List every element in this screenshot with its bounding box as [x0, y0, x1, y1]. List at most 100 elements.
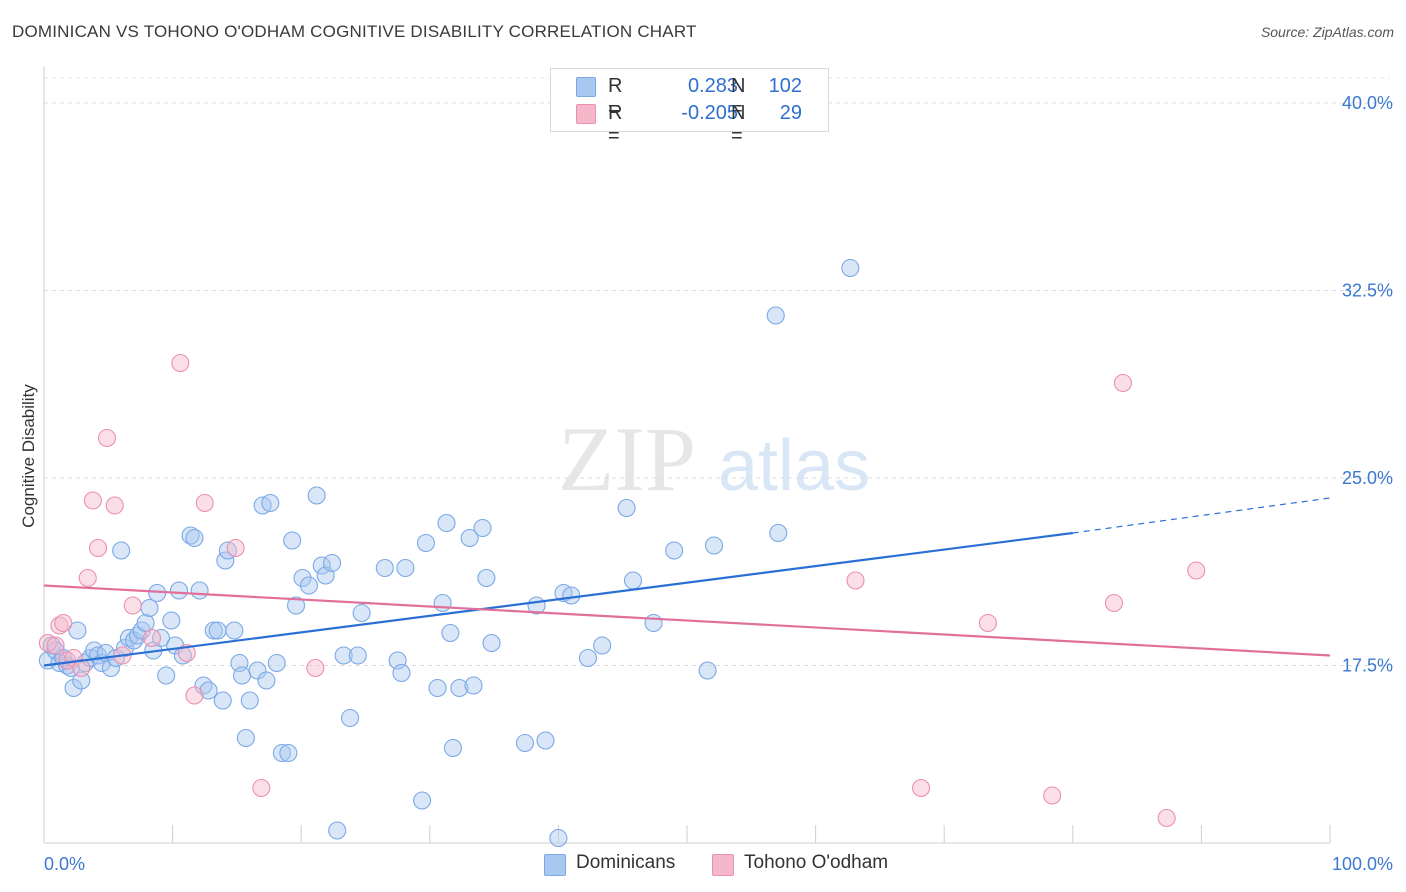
dominican-point	[352, 603, 371, 623]
dominican-point	[248, 661, 267, 680]
tohono-point	[1157, 808, 1176, 828]
dominican-point	[267, 653, 286, 673]
tohono-point	[226, 538, 245, 558]
dominican-point	[428, 678, 447, 698]
tohono-point	[185, 686, 204, 705]
dominican-point	[413, 791, 432, 810]
dominican-point	[287, 596, 306, 615]
dominican-point	[204, 621, 223, 640]
dominican-point	[698, 661, 717, 680]
dominican-point	[473, 518, 492, 538]
dominican-point	[578, 648, 598, 668]
x-tick-label: 0.0%	[44, 854, 85, 874]
grid-lines	[44, 77, 1390, 666]
dominican-point	[623, 571, 643, 590]
y-tick-label: 40.0%	[1342, 93, 1393, 113]
dominican-point	[437, 513, 456, 533]
dominican-point	[328, 821, 347, 840]
tohono-point	[252, 778, 271, 798]
tohono-point	[195, 493, 214, 513]
tohono-point	[142, 628, 162, 648]
watermark-atlas: atlas	[718, 426, 870, 506]
tohono-point	[88, 538, 108, 558]
chart-title: DOMINICAN VS TOHONO O'ODHAM COGNITIVE DI…	[12, 22, 697, 41]
bottom-legend-swatch-tohono	[712, 854, 734, 876]
dominican-point	[392, 663, 411, 683]
dominican-point	[562, 586, 581, 605]
dominican-point	[283, 531, 302, 550]
dominican-trend-extension	[1072, 497, 1331, 534]
dominican-point	[450, 678, 469, 698]
dominican-point	[68, 621, 87, 640]
dominican-point	[194, 676, 213, 695]
dominican-point	[341, 708, 360, 728]
tohono-point	[846, 571, 865, 590]
legend-n-label: N =	[731, 102, 746, 147]
trend-lines	[43, 497, 1331, 667]
dominican-point	[169, 581, 189, 600]
dominican-point	[140, 598, 159, 618]
dominican-point	[704, 536, 724, 555]
dominican-trend-line	[43, 531, 1073, 667]
dominican-point	[240, 691, 259, 710]
dominican-point	[375, 558, 394, 578]
dominican-point	[312, 556, 331, 575]
dominican-point	[482, 633, 501, 653]
x-tick-label: 100.0%	[1332, 854, 1393, 874]
y-tick-label: 32.5%	[1342, 281, 1393, 301]
dominican-point	[515, 733, 535, 753]
watermark: ZIP atlas	[558, 408, 870, 510]
dominican-point	[279, 743, 298, 763]
bottom-legend-label: Tohono O'odham	[744, 852, 889, 873]
dominican-point	[443, 738, 462, 758]
tohono-point	[912, 778, 931, 798]
bottom-legend-swatch-dominicans	[544, 854, 566, 876]
tohono-point	[123, 596, 142, 615]
dominican-point	[323, 553, 342, 573]
dominican-point	[261, 493, 280, 513]
dominican-point	[665, 541, 684, 560]
dominican-point	[841, 258, 860, 278]
tohono-point	[46, 636, 65, 655]
tohono-trend-line	[43, 584, 1331, 657]
legend-r-value: 0.283	[687, 75, 738, 97]
dominican-point	[257, 671, 276, 690]
y-tick-label: 25.0%	[1342, 468, 1393, 488]
legend-swatch-tohono	[576, 104, 596, 124]
dominican-point	[299, 576, 318, 595]
dominican-point	[236, 728, 255, 748]
dominican-point	[644, 613, 663, 633]
legend-n-value: 29	[779, 102, 802, 124]
watermark-zip: ZIP	[558, 408, 696, 510]
dominican-point	[441, 623, 460, 643]
bottom-legend-label: Dominicans	[576, 852, 676, 873]
dominican-point	[307, 486, 326, 505]
dominican-point	[112, 541, 131, 560]
tohono-point	[171, 353, 190, 373]
dominican-point	[549, 828, 568, 848]
dominican-point	[293, 568, 312, 588]
dominican-point	[348, 646, 367, 665]
axis-labels: 17.5% 25.0% 32.5% 40.0% 0.0% 100.0% Cognitive …	[19, 93, 1393, 874]
dominican-point	[72, 671, 91, 690]
legend-n-value: 102	[768, 75, 802, 97]
y-axis-title: Cognitive Disability	[19, 384, 38, 528]
tohono-point	[1187, 561, 1206, 580]
dominican-point	[162, 611, 181, 630]
tohono-point	[1104, 593, 1124, 613]
legend-r-value: -0.205	[681, 102, 738, 124]
source-label: Source: ZipAtlas.com	[1260, 24, 1394, 40]
dominican-point	[225, 621, 244, 640]
tohono-point	[72, 658, 91, 678]
dominican-point	[185, 528, 204, 548]
dominican-point	[64, 678, 83, 698]
dominican-point	[334, 646, 353, 665]
dominican-point	[464, 676, 483, 695]
dominican-point	[617, 498, 636, 518]
dominican-point	[766, 306, 785, 325]
tohono-point	[54, 613, 73, 633]
dominican-point	[272, 743, 291, 763]
dominican-point	[593, 636, 612, 655]
dominican-point	[199, 681, 218, 700]
